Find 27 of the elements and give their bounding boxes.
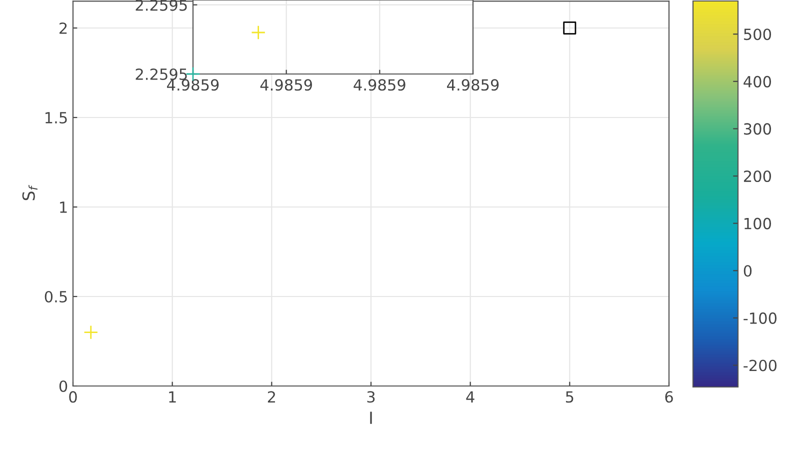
y-tick-label: 0.5 [44, 290, 67, 303]
x-tick-label: 4 [466, 391, 474, 402]
color-bar-label: 100 [744, 218, 772, 230]
y-tick-label: 1 [60, 202, 67, 213]
x-tick-label: 0 [69, 391, 77, 403]
color-bar-label: 500 [744, 28, 772, 40]
x-axis-title: I [370, 412, 372, 424]
color-bar-label: 300 [744, 123, 772, 135]
x-tick-label: 1 [169, 391, 176, 402]
x-tick-label: 4.9859 [354, 79, 406, 91]
color-bar-label: 0 [744, 265, 752, 277]
color-bar-label: 200 [744, 170, 772, 182]
y-tick-label: 2 [60, 22, 67, 34]
x-tick-label: 4.9859 [447, 79, 499, 91]
y-tick-label: 0 [59, 380, 68, 392]
x-tick-label: 4.9859 [167, 79, 219, 91]
color-bar-label: -100 [744, 312, 777, 324]
x-tick-label: 3 [367, 391, 375, 403]
y-axis-title: S$_{f}$ [22, 184, 38, 200]
y-tick-label: 1.5 [46, 112, 67, 124]
color-bar-label: -200 [744, 360, 777, 372]
x-tick-label: 5 [566, 391, 574, 403]
y-tick-label: 2.2595 [136, 68, 187, 80]
x-tick-label: 2 [268, 391, 275, 402]
x-tick-label: 6 [665, 391, 673, 403]
x-tick-label: 4.9859 [260, 79, 312, 91]
color-bar-label: 400 [744, 76, 772, 88]
